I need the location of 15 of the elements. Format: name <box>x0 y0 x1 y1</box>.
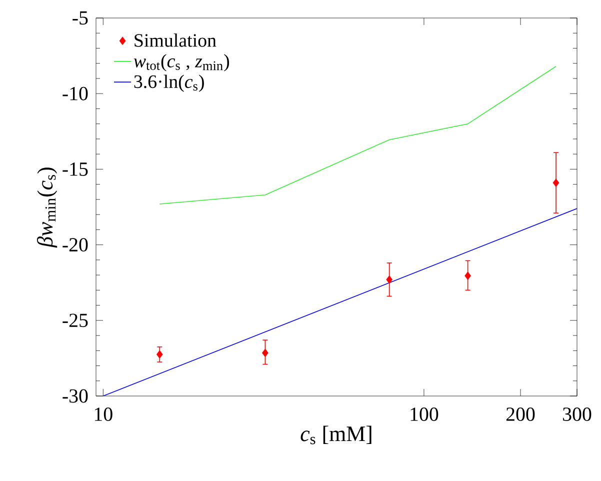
y-tick-label: -20 <box>62 238 88 252</box>
y-tick-label: -30 <box>62 389 88 403</box>
y-axis-title: βw$_{min}$(c$_{s}$) <box>36 168 58 248</box>
x-tick-label: 10 <box>94 408 112 421</box>
y-tick-label: -5 <box>72 11 88 25</box>
x-tick-label: 300 <box>563 408 592 421</box>
x-tick-label: 100 <box>410 408 438 421</box>
legend-label: Simulation <box>134 34 216 47</box>
y-tick-label: -25 <box>62 314 88 328</box>
legend-label: 3.6·ln(c$_{s}$) <box>134 74 204 92</box>
x-tick-label: 200 <box>506 408 535 421</box>
x-axis-title: c$_{s}$ [mM] <box>300 426 372 444</box>
y-tick-label: -15 <box>62 162 88 176</box>
text: w$_{tot}$(c$_{s}$ , z$_{min}$) <box>134 54 230 72</box>
y-tick-label: -10 <box>62 86 88 100</box>
